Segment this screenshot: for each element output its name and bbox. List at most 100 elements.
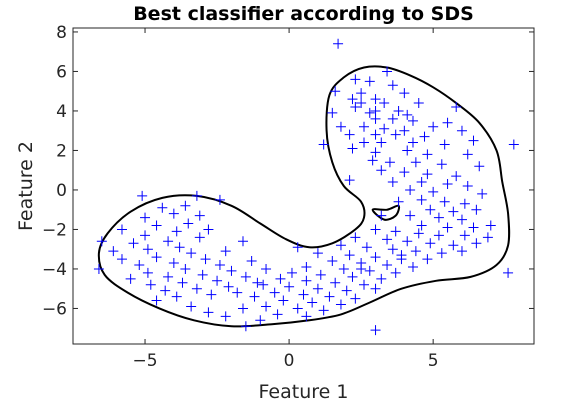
data-point: [301, 261, 312, 272]
data-point: [252, 277, 263, 288]
data-point: [255, 315, 266, 326]
data-point: [376, 273, 387, 284]
data-point: [186, 248, 197, 259]
data-point: [191, 283, 202, 294]
data-point: [422, 149, 433, 160]
data-point: [474, 161, 485, 172]
data-point: [232, 287, 243, 298]
data-point: [177, 277, 188, 288]
data-point: [370, 224, 381, 235]
data-point: [451, 102, 462, 112]
data-point: [312, 283, 323, 294]
data-point: [433, 212, 444, 223]
data-point: [180, 200, 191, 211]
data-point: [347, 271, 358, 282]
data-point: [390, 129, 401, 140]
data-point: [258, 279, 269, 290]
data-point: [315, 269, 326, 280]
plot-area: −5 0 5 −6 −4 −2 0 2 4 6 8: [42, 23, 535, 371]
x-tick-label: 0: [284, 351, 295, 371]
data-point: [171, 226, 182, 237]
data-point: [134, 260, 145, 270]
data-point: [203, 224, 214, 235]
x-axis-label: Feature 1: [259, 381, 349, 403]
data-point: [416, 177, 427, 188]
data-point: [436, 159, 447, 170]
data-point: [186, 301, 197, 312]
data-point: [284, 281, 295, 292]
data-point: [151, 295, 162, 306]
data-point: [226, 265, 237, 276]
decision-boundary-group: [97, 65, 511, 328]
data-point: [376, 137, 387, 148]
data-point: [451, 171, 462, 182]
data-point: [356, 88, 367, 99]
data-point: [393, 196, 404, 207]
data-point: [456, 214, 467, 225]
decision-boundary-inner: [371, 204, 401, 221]
data-point: [203, 307, 214, 318]
data-point: [396, 250, 407, 261]
data-point: [197, 269, 208, 280]
data-point: [125, 273, 136, 284]
data-point: [163, 236, 174, 247]
data-point: [382, 260, 393, 270]
data-point: [142, 267, 153, 278]
data-point: [191, 190, 202, 201]
data-point: [344, 175, 355, 186]
data-point: [116, 254, 127, 265]
data-point: [240, 321, 251, 332]
data-point: [422, 169, 433, 180]
data-point: [416, 194, 427, 205]
data-point: [370, 113, 381, 124]
data-point: [359, 279, 370, 290]
data-point: [459, 230, 470, 241]
data-point: [168, 208, 179, 219]
data-point: [212, 275, 223, 286]
data-point: [142, 244, 153, 255]
data-point: [439, 139, 450, 150]
data-point: [462, 149, 473, 160]
data-point: [261, 301, 272, 312]
data-point: [194, 210, 205, 221]
data-point: [442, 222, 453, 233]
data-point: [402, 145, 413, 156]
data-point: [312, 248, 323, 259]
data-point: [174, 242, 185, 253]
data-point: [419, 131, 430, 142]
data-point: [269, 287, 280, 298]
data-point: [223, 281, 234, 292]
data-point: [330, 86, 341, 97]
data-point: [140, 230, 151, 241]
data-point: [410, 246, 421, 257]
data-point: [350, 102, 361, 112]
data-point: [361, 242, 372, 253]
data-point: [508, 139, 519, 150]
data-point: [116, 224, 127, 235]
data-point: [93, 263, 104, 274]
data-point: [364, 265, 375, 276]
data-point: [171, 291, 182, 302]
data-point: [422, 254, 433, 265]
data-point: [96, 236, 107, 247]
data-point: [298, 289, 309, 300]
data-point: [157, 202, 168, 213]
data-point: [128, 238, 139, 249]
data-point: [364, 76, 375, 87]
data-point: [399, 88, 410, 99]
data-point: [214, 260, 225, 270]
data-point: [344, 250, 355, 261]
x-tick-label: 5: [428, 351, 439, 371]
data-point: [344, 129, 355, 140]
data-point: [485, 220, 496, 231]
y-tick-label: 4: [56, 102, 67, 122]
data-point: [428, 121, 439, 132]
scatter-points: [93, 38, 519, 336]
data-point: [407, 261, 418, 272]
data-point: [442, 179, 453, 190]
data-point: [367, 155, 378, 166]
data-point: [347, 94, 358, 105]
data-point: [410, 157, 421, 168]
data-point: [376, 165, 387, 176]
data-point: [439, 196, 450, 207]
